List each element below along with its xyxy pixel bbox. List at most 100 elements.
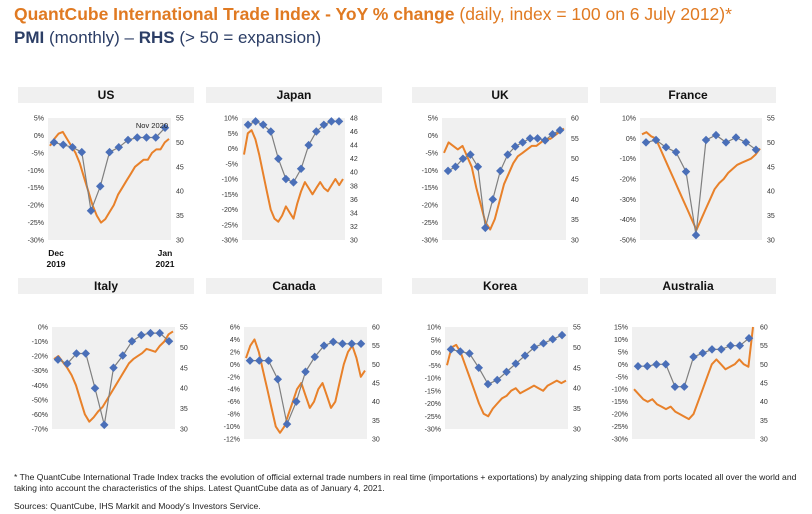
y-left-tick: -10% <box>32 339 48 346</box>
y-left-tick: 5% <box>228 131 238 138</box>
pmi-marker <box>443 166 453 176</box>
pmi-marker <box>90 383 100 393</box>
y-right-tick: 40 <box>176 189 184 196</box>
y-left-tick: -20% <box>32 354 48 361</box>
y-left-tick: 0% <box>34 133 44 140</box>
pmi-marker <box>652 360 661 369</box>
trade-index-line-us <box>49 130 170 224</box>
y-left-tick: 5% <box>618 349 628 356</box>
pmi-marker <box>142 133 151 142</box>
y-left-tick: -5% <box>226 161 238 168</box>
panel-header-france <box>600 87 776 103</box>
subtitle-rhs: RHS <box>138 28 175 47</box>
y-right-tick: 35 <box>760 418 768 425</box>
panel-header-canada <box>206 278 382 294</box>
y-left-tick: -6% <box>228 399 240 406</box>
pmi-marker <box>511 359 520 368</box>
pmi-marker <box>525 134 535 143</box>
pmi-marker <box>633 361 643 371</box>
trade-index-line-japan <box>243 129 344 223</box>
x-label-end-year: 2021 <box>156 259 175 269</box>
chart-header: QuantCube International Trade Index - Yo… <box>14 2 804 50</box>
pmi-marker <box>105 147 114 157</box>
pmi-marker <box>118 351 128 360</box>
subtitle-monthly: (monthly) – <box>48 28 134 47</box>
y-left-tick: -20% <box>222 207 238 214</box>
pmi-marker <box>726 341 735 350</box>
panel-title-korea: Korea <box>483 279 517 293</box>
pmi-marker <box>347 339 357 349</box>
y-left-tick: -20% <box>28 203 44 210</box>
y-left-tick: -25% <box>28 220 44 227</box>
pmi-marker <box>751 145 761 154</box>
y-right-tick: 55 <box>180 325 188 332</box>
plot-area-australia <box>632 327 755 439</box>
pmi-marker <box>49 138 59 147</box>
annotation-nov-2020: Nov 2020 <box>136 121 168 130</box>
y-right-tick: 30 <box>760 437 768 444</box>
y-left-tick: -40% <box>620 217 636 224</box>
y-right-tick: 60 <box>372 325 380 332</box>
pmi-marker <box>488 195 498 204</box>
panel-header-japan <box>206 87 382 103</box>
y-left-tick: 0% <box>230 362 240 369</box>
y-right-tick: 50 <box>760 362 768 369</box>
pmi-marker <box>520 351 530 360</box>
y-left-tick: -50% <box>620 238 636 245</box>
y-left-tick: -20% <box>612 412 628 419</box>
y-left-tick: -20% <box>422 203 438 210</box>
pmi-marker <box>109 363 118 373</box>
y-right-tick: 40 <box>180 386 188 393</box>
y-left-tick: -70% <box>32 427 48 434</box>
y-left-tick: -10% <box>620 156 636 163</box>
y-left-tick: -5% <box>426 150 438 157</box>
y-right-tick: 40 <box>760 399 768 406</box>
y-left-tick: -30% <box>32 368 48 375</box>
plot-area-canada <box>244 327 367 439</box>
y-right-tick: 35 <box>176 213 184 220</box>
sources: Sources: QuantCube, IHS Markit and Moody… <box>14 501 261 511</box>
y-left-tick: -5% <box>429 363 441 370</box>
y-left-tick: -30% <box>222 238 238 245</box>
pmi-marker <box>661 143 671 152</box>
y-right-tick: 40 <box>767 189 775 196</box>
pmi-marker <box>264 356 273 365</box>
trade-index-line-italy <box>53 330 174 423</box>
y-right-tick: 45 <box>573 365 581 372</box>
y-right-tick: 60 <box>760 325 768 332</box>
panel-title-france: France <box>668 88 708 102</box>
y-left-tick: 0% <box>618 362 628 369</box>
plot-area-us <box>48 118 171 240</box>
pmi-marker <box>496 166 505 176</box>
y-left-tick: 0% <box>428 133 438 140</box>
y-left-tick: 10% <box>427 325 441 332</box>
y-right-tick: 40 <box>573 386 581 393</box>
pmi-marker <box>681 167 691 176</box>
y-right-tick: 35 <box>573 406 581 413</box>
pmi-marker <box>446 345 456 354</box>
title-line-1: QuantCube International Trade Index - Yo… <box>14 2 804 26</box>
y-right-tick: 35 <box>180 406 188 413</box>
y-left-tick: 10% <box>224 116 238 123</box>
y-right-tick: 30 <box>573 427 581 434</box>
y-left-tick: -8% <box>228 412 240 419</box>
y-left-tick: -2% <box>228 374 240 381</box>
pmi-marker <box>151 133 160 142</box>
plot-area-korea <box>445 327 568 429</box>
y-left-tick: -10% <box>222 177 238 184</box>
x-label-end: Jan <box>158 248 173 258</box>
y-left-tick: -15% <box>425 388 441 395</box>
title-detail: (daily, index = 100 on 6 July 2012)* <box>459 4 732 24</box>
pmi-marker <box>744 333 754 343</box>
y-left-tick: -5% <box>616 374 628 381</box>
y-right-tick: 45 <box>571 177 579 184</box>
y-left-tick: -60% <box>32 412 48 419</box>
y-right-tick: 50 <box>767 140 775 147</box>
y-right-tick: 55 <box>573 325 581 332</box>
y-left-tick: -15% <box>612 399 628 406</box>
y-left-tick: -10% <box>224 424 240 431</box>
y-left-tick: -25% <box>422 220 438 227</box>
y-left-tick: 5% <box>34 116 44 123</box>
y-left-tick: -25% <box>222 222 238 229</box>
pmi-marker <box>492 375 502 385</box>
